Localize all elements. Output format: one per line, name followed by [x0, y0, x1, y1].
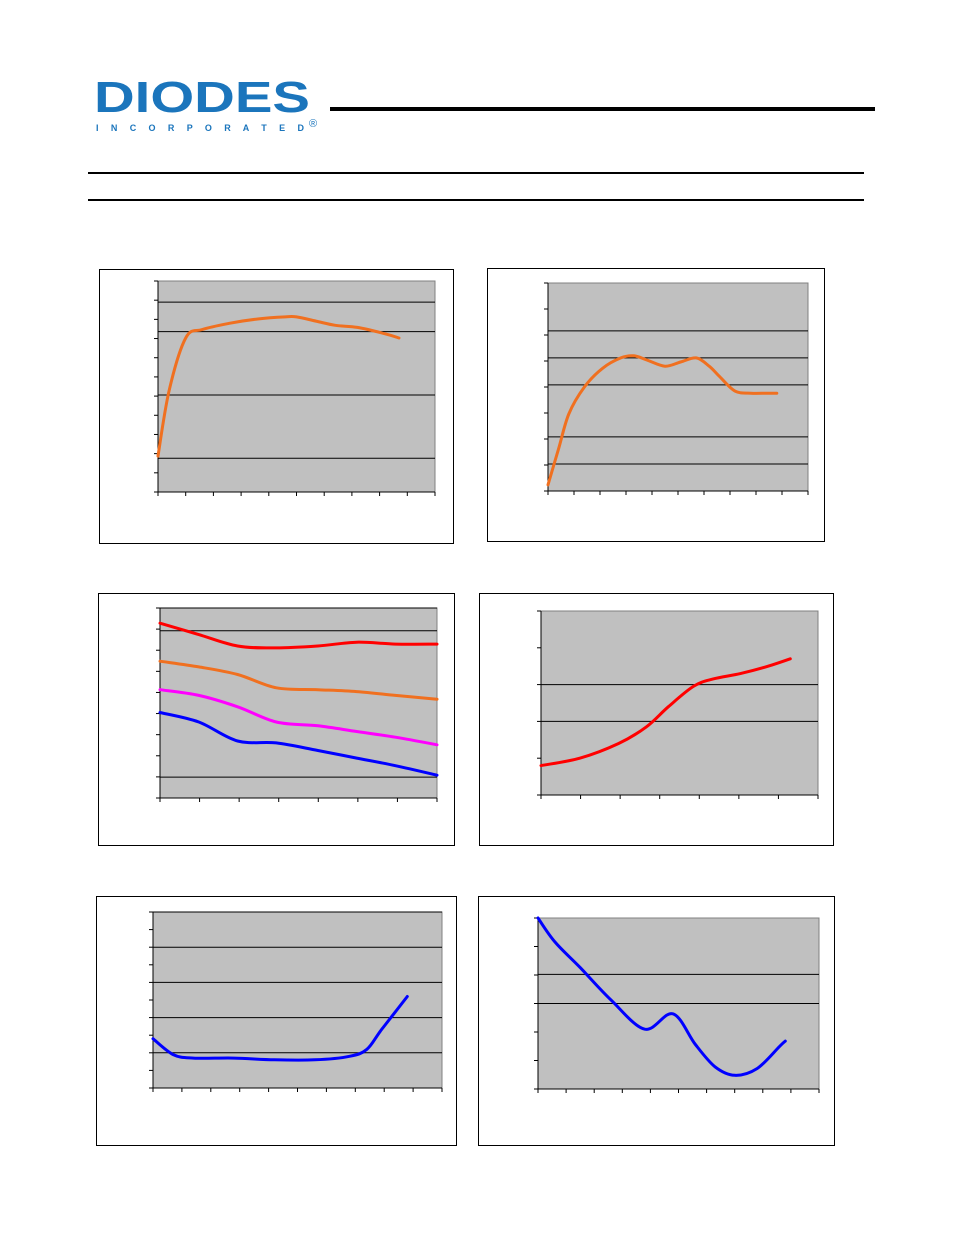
- series-line-3: [158, 688, 439, 747]
- logo-brand-text: DIODES: [94, 74, 310, 122]
- diodes-logo: DIODES I N C O R P O R A T E D ®: [94, 74, 317, 133]
- chart-6: [534, 916, 820, 1093]
- title-rule-bottom: [88, 199, 864, 201]
- chart-frame-5: [96, 896, 457, 1146]
- chart-frame-2: [487, 268, 825, 542]
- series-line-2: [158, 659, 439, 701]
- chart-5: [149, 911, 443, 1092]
- series-line-1: [156, 314, 401, 458]
- series-line-1: [536, 916, 787, 1077]
- title-rule-top: [88, 172, 864, 174]
- plot-area: [159, 607, 438, 799]
- chart-1: [154, 280, 436, 496]
- plot-area: [547, 282, 809, 492]
- chart-frame-6: [478, 896, 835, 1146]
- series-line-1: [546, 354, 779, 487]
- chart-frame-3: [98, 593, 455, 846]
- chart-4: [537, 610, 819, 799]
- chart-frame-1: [99, 269, 454, 544]
- series-line-1: [158, 621, 439, 650]
- header-rule: [330, 107, 875, 111]
- plot-area: [540, 610, 819, 796]
- chart-frame-4: [479, 593, 834, 846]
- chart-3: [156, 607, 439, 802]
- plot-area: [157, 280, 436, 493]
- series-line-1: [151, 995, 409, 1062]
- series-line-1: [539, 657, 792, 768]
- series-line-4: [158, 711, 439, 777]
- logo-registered-mark: ®: [309, 118, 317, 130]
- logo-sub-text: I N C O R P O R A T E D: [96, 123, 305, 133]
- chart-2: [544, 282, 809, 495]
